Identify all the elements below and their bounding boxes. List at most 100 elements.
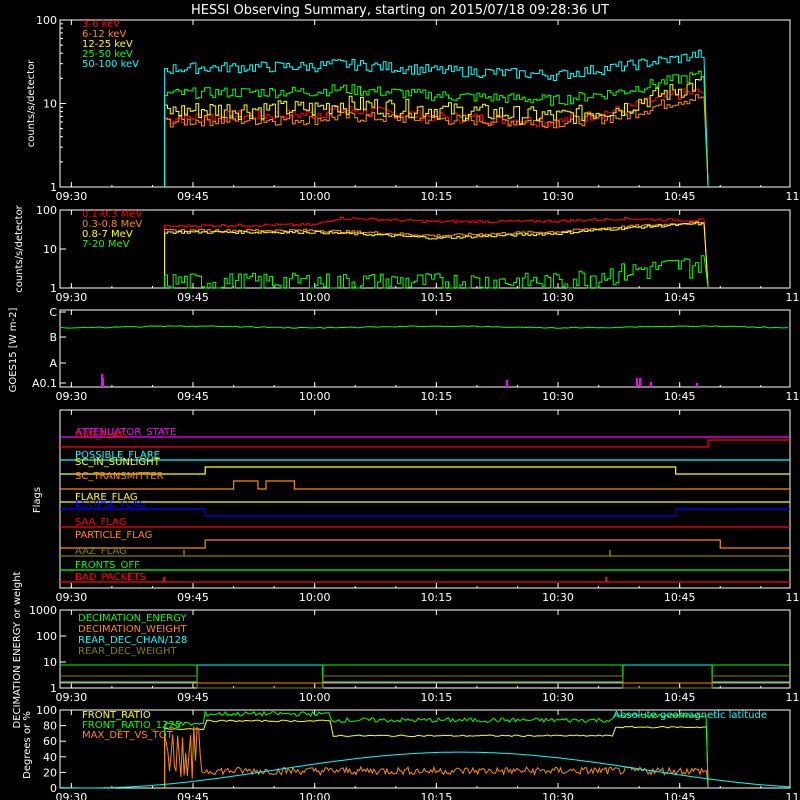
y-tick-label: 100 xyxy=(36,704,57,717)
x-tick-label: 11:00 xyxy=(786,691,800,704)
chart-title: HESSI Observing Summary, starting on 201… xyxy=(191,3,609,18)
panel-frame xyxy=(59,709,791,789)
x-tick-label: 10:45 xyxy=(664,691,696,704)
y-tick-label: 1 xyxy=(50,282,57,295)
x-tick-label: 10:45 xyxy=(664,390,696,403)
series-line-2 xyxy=(60,664,790,683)
series-line-1 xyxy=(164,221,709,289)
panel-frame xyxy=(59,209,791,289)
y-tick-label: 40 xyxy=(43,751,57,764)
series-line-3 xyxy=(164,70,709,188)
panel-frame xyxy=(59,19,791,188)
legend-entry: 0.1-0.3 MeV xyxy=(82,209,142,220)
legend-entry: MAX_DET_VS_TOT xyxy=(82,730,174,741)
flag-label: ECLIPSE_FLAG xyxy=(75,499,146,510)
x-tick-label: 10:00 xyxy=(299,291,331,304)
x-tick-label: 10:30 xyxy=(542,791,574,800)
flag-label: POSSIBLE_FLARE xyxy=(75,450,160,461)
x-tick-label: 10:45 xyxy=(664,190,696,203)
y-tick-label: 1000 xyxy=(29,604,57,617)
x-tick-label: 10:00 xyxy=(299,190,331,203)
y-axis-label: Degrees or % xyxy=(22,711,33,779)
y-axis-label: GOES15 [W m-2] xyxy=(8,308,19,393)
legend-entry: 12-25 keV xyxy=(82,39,133,50)
flag-label: AAZ_FLAG xyxy=(75,546,127,557)
legend-entry: DECIMATION_WEIGHT xyxy=(78,624,187,635)
series-line-3 xyxy=(59,751,791,789)
x-tick-label: 10:15 xyxy=(421,591,453,604)
x-tick-label: 09:30 xyxy=(56,691,88,704)
panel-frame xyxy=(59,409,791,589)
y-axis-label: counts/s/detector xyxy=(26,59,37,147)
y-tick-label: 80 xyxy=(43,720,57,733)
x-tick-label: 10:30 xyxy=(542,691,574,704)
y-tick-label: A xyxy=(49,357,57,370)
flag-label: FLARE_FLAG xyxy=(75,492,138,503)
legend-entry: DECIMATION_ENERGY xyxy=(78,613,187,624)
flag-label: SC_IN_SUNLIGHT xyxy=(75,457,161,468)
x-tick-label: 09:30 xyxy=(56,390,88,403)
y-tick-label: A0.1 xyxy=(32,377,57,390)
x-tick-label: 11:00 xyxy=(786,791,800,800)
flag-label: SAA_FLAG xyxy=(75,517,126,528)
x-tick-label: 10:00 xyxy=(299,390,331,403)
flag-label: ATTENUATOR_STATE xyxy=(75,427,176,438)
legend-entry: 7-20 MeV xyxy=(82,239,130,250)
x-tick-label: 09:45 xyxy=(177,791,209,800)
y-tick-label: 0 xyxy=(50,782,57,795)
y-tick-label: 10 xyxy=(43,656,57,669)
series-line-2 xyxy=(164,222,709,289)
x-tick-label: 10:15 xyxy=(421,190,453,203)
series-line-0 xyxy=(164,719,709,789)
series-line-1 xyxy=(164,94,709,188)
series-line-4 xyxy=(164,49,709,188)
x-tick-label: 10:30 xyxy=(542,591,574,604)
x-tick-label: 09:45 xyxy=(177,190,209,203)
x-tick-label: 10:00 xyxy=(299,591,331,604)
series-line-3 xyxy=(164,255,709,289)
legend-entry: Absolute geomagnetic latitude xyxy=(613,710,767,721)
y-axis-label: Flags xyxy=(32,487,43,513)
panel-frame xyxy=(59,609,791,689)
x-tick-label: 11:00 xyxy=(786,190,800,203)
y-tick-label: 10 xyxy=(43,98,57,111)
y-tick-label: C xyxy=(49,306,57,319)
series-line-1 xyxy=(164,710,709,789)
y-tick-label: 10 xyxy=(43,243,57,256)
x-tick-label: 11:00 xyxy=(786,291,800,304)
y-axis-label: DECIMATION ENERGY or weight xyxy=(12,571,23,728)
x-tick-label: 09:45 xyxy=(177,691,209,704)
series-line-0 xyxy=(164,216,709,289)
legend-entry: 3-6 keV xyxy=(82,19,120,30)
x-tick-label: 09:30 xyxy=(56,190,88,203)
x-tick-label: 10:15 xyxy=(421,691,453,704)
x-tick-label: 11:00 xyxy=(786,390,800,403)
x-tick-label: 09:30 xyxy=(56,791,88,800)
legend-entry: 0.8-7 MeV xyxy=(82,229,133,240)
series-line-2 xyxy=(164,76,709,188)
flag-label: PARTICLE_FLAG xyxy=(75,530,152,541)
x-tick-label: 10:15 xyxy=(421,390,453,403)
flag-label: SC_TRANSMITTER xyxy=(75,471,164,482)
legend-entry: 0.3-0.8 MeV xyxy=(82,219,142,230)
y-tick-label: B xyxy=(49,331,57,344)
y-tick-label: 100 xyxy=(36,204,57,217)
legend-entry: FRONT_RATIO_1225 xyxy=(82,720,181,731)
x-tick-label: 09:30 xyxy=(56,591,88,604)
flag-line-3 xyxy=(60,466,790,475)
x-tick-label: 10:15 xyxy=(421,791,453,800)
flag-line-4 xyxy=(60,480,790,490)
panel-frame xyxy=(59,309,791,388)
x-tick-label: 09:45 xyxy=(177,390,209,403)
flag-label: FRONTS_OFF xyxy=(75,560,140,571)
y-tick-label: 20 xyxy=(43,766,57,779)
legend-entry: 50-100 keV xyxy=(82,59,139,70)
x-tick-label: 10:30 xyxy=(542,190,574,203)
x-tick-label: 11:00 xyxy=(786,591,800,604)
y-tick-label: 1 xyxy=(50,682,57,695)
legend-entry: REAR_DEC_WEIGHT xyxy=(78,646,177,657)
y-tick-label: 100 xyxy=(36,630,57,643)
flag-label: GAP_FLAG xyxy=(75,430,127,441)
x-tick-label: 09:30 xyxy=(56,291,88,304)
